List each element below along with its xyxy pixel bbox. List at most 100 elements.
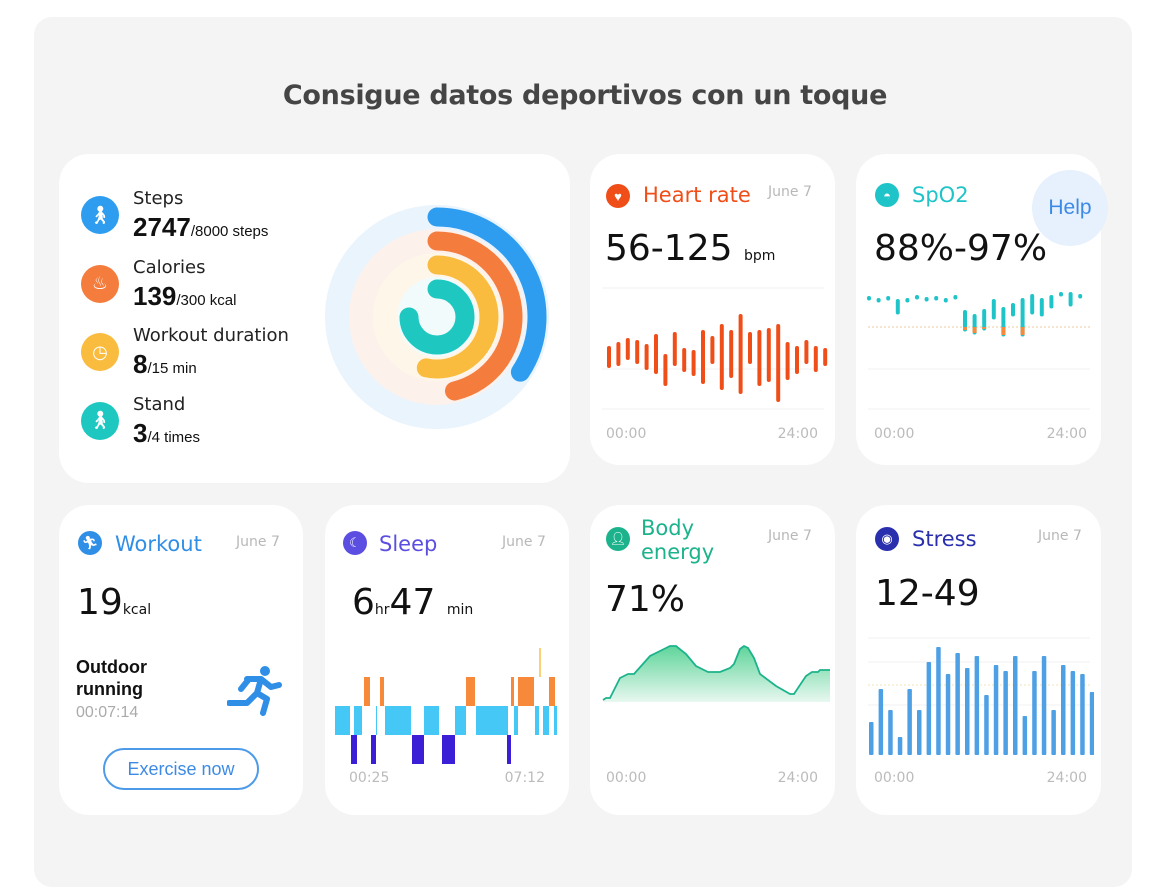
sleep-deep-segment (442, 735, 455, 764)
sleep-light-segment (455, 706, 466, 735)
stress-bar (1041, 656, 1047, 755)
body-energy-card[interactable]: 👤︎ Body energy June 7 71% 00:00 24:00 (590, 505, 835, 815)
spo2-title: SpO2 (912, 183, 969, 207)
workout-unit: kcal (122, 602, 152, 618)
stress-bar (1070, 671, 1076, 755)
person-icon: 👤︎ (606, 527, 630, 551)
stress-bar (878, 689, 884, 755)
runner-icon (227, 666, 282, 716)
workout-date: June 7 (236, 534, 280, 550)
heart-rate-card[interactable]: ♥ Heart rate June 7 56-125 bpm 00:00 24:… (590, 154, 835, 465)
workout-kcal: 19 (77, 582, 123, 623)
body-energy-line (602, 644, 830, 701)
workout-value: 19kcal (77, 582, 151, 623)
sleep-min-unit: min (446, 602, 474, 618)
spo2-chart (867, 292, 1090, 410)
stress-bar (1013, 656, 1018, 755)
stress-bar (1061, 665, 1066, 755)
body-energy-chart (602, 644, 830, 702)
stress-title: Stress (912, 527, 977, 551)
stress-bar (869, 722, 874, 755)
sleep-light-segment (476, 706, 508, 735)
activity-label: Stand (133, 393, 186, 415)
running-icon: 🏃︎ (78, 531, 102, 555)
stress-bar (1022, 716, 1028, 755)
stress-bar (965, 668, 970, 755)
sleep-deep-segment (507, 735, 511, 764)
activity-goal: /4 times (147, 428, 200, 446)
activity-current: 8 (133, 349, 148, 379)
sleep-awake-segment (466, 677, 475, 706)
workout-duration: 00:07:14 (76, 704, 139, 721)
sleep-deep-segment (351, 735, 357, 764)
stress-bar (1003, 671, 1008, 755)
flame-icon: ♨ (81, 264, 119, 303)
stress-bar (984, 695, 989, 755)
activity-value: 2747/8000 steps (133, 212, 268, 243)
body-energy-value: 71% (605, 579, 686, 620)
workout-card[interactable]: 🏃︎ Workout June 7 19kcal Outdoor running… (59, 505, 303, 815)
body-energy-area (603, 646, 830, 702)
heart-rate-value: 56-125 bpm (605, 228, 775, 269)
stress-chart (868, 637, 1094, 755)
sleep-stages-chart (335, 648, 557, 764)
stress-bar (1051, 710, 1056, 755)
stress-bar (1032, 671, 1037, 755)
exercise-now-button[interactable]: Exercise now (103, 748, 259, 790)
sleep-light-segment (385, 706, 411, 735)
sleep-light-segment (535, 706, 539, 735)
stress-bar (1089, 692, 1094, 755)
activity-card[interactable]: 🚶︎ Steps 2747/8000 steps ♨ Calories 139/3… (59, 154, 570, 483)
stress-card[interactable]: ◉ Stress June 7 12-49 00:00 24:00 (856, 505, 1101, 815)
stress-bar (1080, 674, 1085, 755)
sleep-awake-segment (380, 677, 384, 706)
stress-value: 12-49 (875, 573, 980, 614)
stress-bar (974, 656, 980, 755)
workout-title: Workout (115, 532, 202, 556)
stress-bar (936, 647, 941, 755)
activity-rings (325, 205, 549, 429)
heart-rate-chart (602, 287, 828, 410)
x-axis-start: 00:00 (606, 426, 647, 442)
sleep-minutes: 47 (389, 582, 436, 623)
sleep-hr-unit: hr (374, 602, 390, 618)
standing-icon: 🚶︎ (81, 401, 119, 440)
spo2-icon: ◓ (875, 183, 899, 207)
sleep-light-segment (514, 706, 518, 735)
x-axis-end: 24:00 (777, 770, 818, 786)
ring-steps (427, 207, 547, 382)
body-energy-date: June 7 (768, 528, 812, 544)
x-axis-start: 00:00 (874, 426, 915, 442)
stress-bar (993, 665, 999, 755)
stress-bar (907, 689, 912, 755)
stress-bar (917, 710, 922, 755)
x-axis-end: 07:12 (504, 770, 545, 786)
heart-icon: ♥ (606, 184, 630, 208)
x-axis-start: 00:00 (606, 770, 647, 786)
help-button[interactable]: Help (1032, 170, 1108, 246)
sleep-card[interactable]: ☾ Sleep June 7 6hr47 min 00:25 07:12 (325, 505, 569, 815)
heart-rate-date: June 7 (768, 184, 812, 200)
sleep-light-segment (335, 706, 350, 735)
activity-value: 139/300 kcal (133, 281, 236, 312)
activity-label: Calories (133, 256, 206, 278)
x-axis-start: 00:25 (349, 770, 390, 786)
activity-current: 3 (133, 417, 148, 448)
stress-icon: ◉ (875, 527, 899, 551)
activity-value: 8/15 min (133, 349, 197, 380)
sleep-title: Sleep (379, 532, 438, 556)
activity-label: Steps (133, 188, 184, 209)
heart-rate-range: 56-125 (605, 228, 733, 269)
stress-bar (888, 710, 893, 755)
activity-goal: /8000 steps (190, 223, 269, 240)
stress-bar (926, 662, 932, 755)
sleep-light-segment (554, 706, 557, 735)
sleep-light-segment (424, 706, 439, 735)
sleep-deep-segment (371, 735, 376, 764)
activity-label: Workout duration (133, 325, 289, 346)
x-axis-end: 24:00 (1046, 770, 1087, 786)
workout-activity: Outdoor running (76, 657, 147, 699)
sleep-awake-segment (511, 677, 514, 706)
sleep-date: June 7 (502, 534, 546, 550)
moon-icon: ☾ (343, 531, 367, 555)
